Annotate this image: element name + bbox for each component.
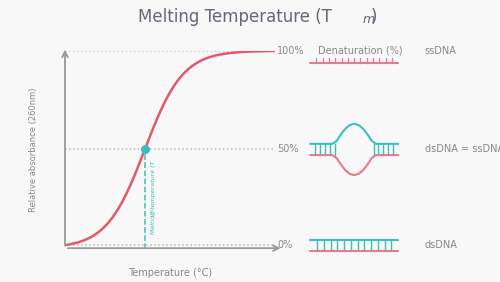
Text: Relative absorbance (260nm): Relative absorbance (260nm): [29, 87, 38, 212]
Text: Melting temperature (T: Melting temperature (T: [151, 160, 156, 234]
Text: Temperature (°C): Temperature (°C): [128, 268, 212, 278]
Text: m: m: [363, 13, 375, 26]
Text: 50%: 50%: [277, 144, 298, 155]
Text: ): ): [151, 216, 156, 218]
Text: ): ): [371, 8, 378, 27]
Text: 0%: 0%: [277, 240, 292, 250]
Text: ssDNA: ssDNA: [424, 46, 456, 56]
Text: Denaturation (%): Denaturation (%): [318, 45, 402, 55]
Text: 100%: 100%: [277, 46, 304, 56]
Text: m: m: [150, 209, 155, 214]
Text: dsDNA = ssDNA: dsDNA = ssDNA: [424, 144, 500, 155]
Text: dsDNA: dsDNA: [424, 240, 458, 250]
Text: Melting Temperature (T: Melting Temperature (T: [138, 8, 332, 27]
